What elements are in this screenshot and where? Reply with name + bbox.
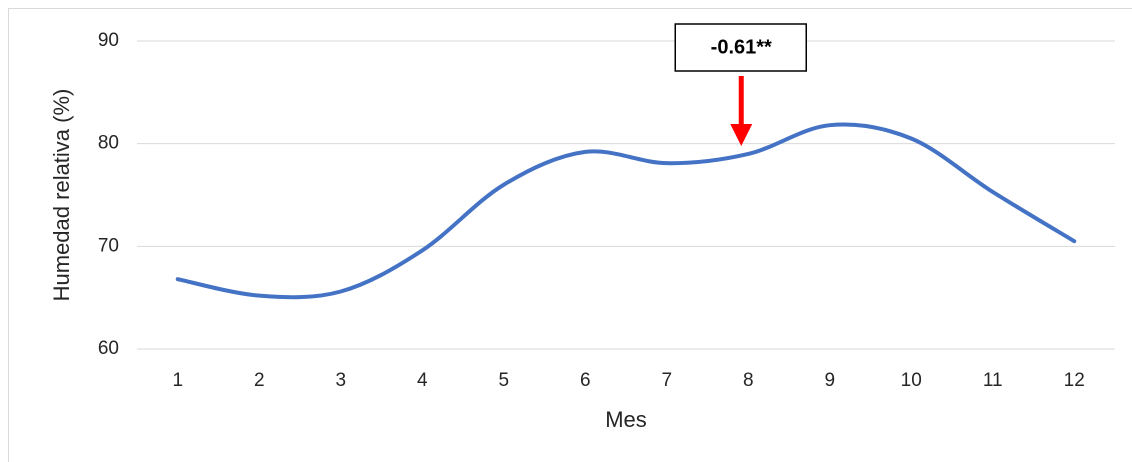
x-tick-label: 9 [824, 370, 835, 391]
x-tick-label: 12 [1064, 370, 1085, 391]
x-tick-label: 4 [417, 370, 428, 391]
x-tick-label: 11 [983, 370, 1003, 391]
x-tick-label: 2 [254, 370, 265, 391]
x-tick-label: 5 [498, 370, 509, 391]
x-tick-label: 6 [580, 370, 591, 391]
chart-frame [8, 8, 1132, 462]
x-tick-label: 8 [743, 370, 754, 391]
data-line [175, 122, 1077, 300]
y-tick-label: 80 [98, 133, 119, 154]
annotation-text: -0.61** [711, 36, 772, 58]
y-axis-title: Humedad relativa (%) [49, 89, 74, 302]
y-tick-label: 70 [98, 235, 119, 256]
x-tick-label: 7 [661, 370, 672, 391]
annotation-arrowhead [730, 124, 753, 146]
x-tick-label: 1 [172, 370, 183, 391]
y-tick-label: 90 [98, 30, 119, 51]
x-axis-title: Mes [605, 407, 647, 432]
x-tick-label: 3 [335, 370, 346, 391]
y-tick-label: 60 [98, 338, 119, 359]
annotation-box [674, 23, 807, 72]
x-tick-label: 10 [901, 370, 922, 391]
